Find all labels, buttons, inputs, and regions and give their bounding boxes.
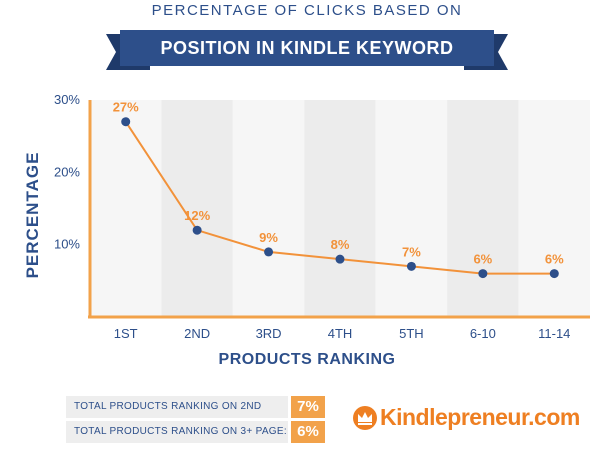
- brand-logo: Kindlepreneur.com: [352, 404, 580, 431]
- data-point: [335, 254, 345, 264]
- data-point: [121, 117, 131, 127]
- x-tick-label: 6-10: [470, 326, 496, 341]
- x-tick-label: 4TH: [328, 326, 353, 341]
- data-label: 7%: [402, 244, 421, 259]
- y-tick-label: 20%: [54, 164, 80, 179]
- x-tick-label: 11-14: [538, 326, 570, 341]
- crown-circle-icon: [353, 405, 377, 430]
- x-tick-label: 1ST: [114, 326, 138, 341]
- y-axis-title: PERCENTAGE: [23, 151, 42, 279]
- y-tick-label: 30%: [54, 92, 80, 107]
- data-label: 8%: [331, 237, 350, 252]
- category-bands: [90, 100, 590, 317]
- data-label: 27%: [113, 100, 139, 115]
- stats-panel: TOTAL PRODUCTS RANKING ON 2ND PAGE: 7% T…: [66, 396, 325, 446]
- data-label: 12%: [184, 208, 210, 223]
- category-band: [304, 100, 376, 317]
- banner-body: [120, 30, 494, 66]
- brand-name: Kindlepreneur.com: [380, 404, 580, 430]
- data-point: [478, 269, 488, 279]
- y-tick-label: 10%: [54, 237, 80, 252]
- data-point: [192, 225, 202, 235]
- stat-value: 6%: [291, 421, 325, 443]
- y-axis-ticks: 10% 20% 30%: [54, 92, 80, 252]
- x-tick-label: 5TH: [399, 326, 424, 341]
- x-tick-label: 2ND: [184, 326, 210, 341]
- chart-supertitle: PERCENTAGE OF CLICKS BASED ON: [151, 2, 463, 19]
- stat-value: 7%: [291, 396, 325, 418]
- stat-row-2nd-page: TOTAL PRODUCTS RANKING ON 2ND PAGE: 7%: [66, 396, 325, 434]
- data-points: [121, 117, 559, 279]
- category-band: [90, 100, 162, 317]
- category-band: [375, 100, 448, 317]
- x-tick-label: 3RD: [256, 326, 282, 341]
- line-chart: 10% 20% 30% 1ST 2ND 3RD 4TH 5TH 6-10 11-14 27% 12…: [54, 92, 590, 341]
- data-label: 9%: [259, 230, 278, 245]
- stat-row-3plus-page: TOTAL PRODUCTS RANKING ON 3+ PAGE: 6%: [66, 421, 325, 443]
- stat-label: TOTAL PRODUCTS RANKING ON 3+ PAGE:: [66, 421, 288, 443]
- stat-label: TOTAL PRODUCTS RANKING ON 2ND PAGE:: [66, 396, 288, 434]
- data-point: [264, 247, 274, 257]
- data-labels: 27% 12% 9% 8% 7% 6% 6%: [113, 100, 564, 267]
- chart-title: POSITION IN KINDLE KEYWORD RANKINGS: [160, 38, 454, 94]
- category-band: [232, 100, 305, 317]
- data-point: [549, 269, 559, 279]
- category-band: [161, 100, 233, 317]
- data-point: [406, 261, 416, 271]
- x-axis-title: PRODUCTS RANKING: [218, 351, 396, 368]
- title-banner: [106, 30, 508, 70]
- data-label: 6%: [473, 252, 492, 267]
- category-band: [518, 100, 590, 317]
- category-band: [447, 100, 519, 317]
- data-label: 6%: [545, 252, 564, 267]
- x-axis-ticks: 1ST 2ND 3RD 4TH 5TH 6-10 11-14: [114, 326, 571, 341]
